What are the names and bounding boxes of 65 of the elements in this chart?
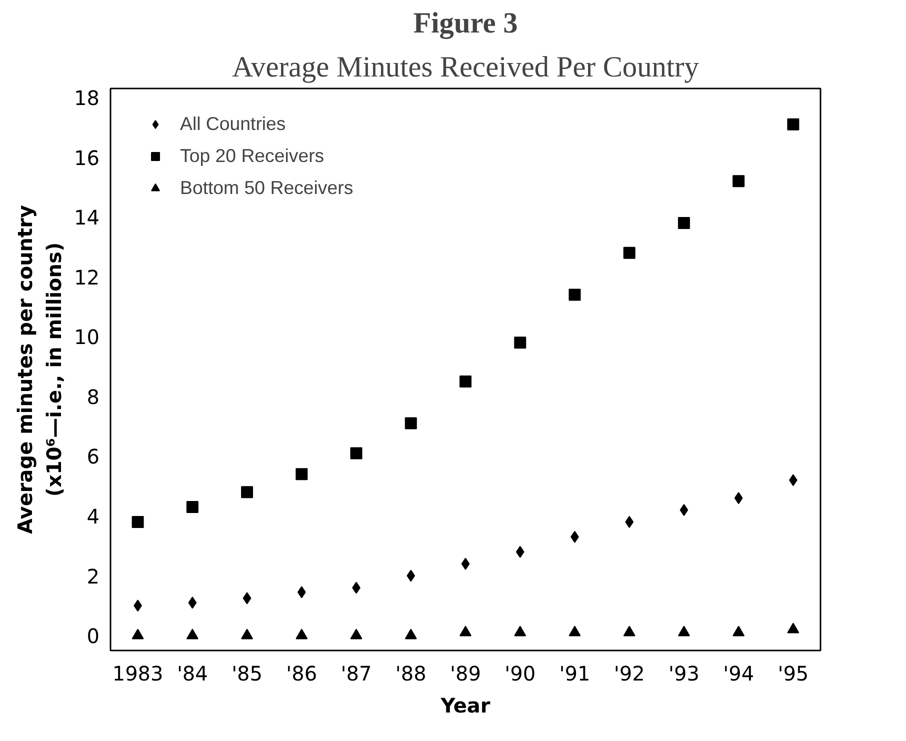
y-tick-label: 10 <box>74 325 100 350</box>
point <box>732 626 745 636</box>
point <box>404 417 417 430</box>
y-tick-label: 2 <box>86 564 100 588</box>
legend-label: Bottom 50 Receivers <box>180 177 354 199</box>
point <box>568 626 581 636</box>
y-tick-label: 4 <box>86 504 100 528</box>
point <box>296 628 308 640</box>
y-tick-label: 0 <box>86 624 100 648</box>
point <box>625 516 634 528</box>
point <box>406 570 416 582</box>
point <box>516 546 524 558</box>
point <box>242 592 252 604</box>
y-axis-title: Average minutes per country (x10⁶—i.e., in millions) <box>13 205 66 534</box>
y-tick-label: 16 <box>74 146 100 170</box>
point <box>132 628 144 640</box>
point <box>787 622 800 634</box>
point <box>568 288 581 301</box>
point <box>680 504 688 516</box>
point <box>460 375 472 388</box>
x-tick-label: '87 <box>340 662 372 686</box>
x-tick-label: '84 <box>176 662 208 686</box>
y-tick-label: 18 <box>74 86 100 110</box>
point <box>241 628 254 640</box>
x-tick-label: '93 <box>668 662 700 686</box>
point <box>514 626 526 636</box>
x-tick-label: '90 <box>504 662 536 686</box>
point <box>296 468 308 480</box>
point <box>186 628 198 640</box>
point <box>732 175 745 188</box>
x-tick-label: '86 <box>286 662 318 686</box>
x-tick-label: '94 <box>723 662 754 686</box>
point <box>678 626 690 636</box>
x-tick-label: '92 <box>614 662 645 686</box>
x-tick-label: '91 <box>559 662 590 686</box>
y-tick-label: 8 <box>86 384 100 409</box>
point <box>404 628 417 640</box>
point <box>241 486 254 498</box>
point <box>350 447 362 460</box>
chart-title: Figure 3 <box>413 8 518 40</box>
point <box>623 626 636 636</box>
point <box>460 626 472 636</box>
y-tick-label: 6 <box>86 444 100 469</box>
y-tick-label: 12 <box>74 265 100 290</box>
point <box>186 501 198 514</box>
point <box>188 596 197 609</box>
x-tick-label: '88 <box>395 662 426 686</box>
point <box>678 217 690 230</box>
point <box>297 586 306 598</box>
point <box>514 336 526 349</box>
point <box>787 118 800 130</box>
x-tick-label: '95 <box>778 662 809 686</box>
x-tick-label: '89 <box>450 662 481 686</box>
point <box>132 516 144 528</box>
chart-subtitle: Average Minutes Received Per Country <box>232 52 700 84</box>
legend-label: All Countries <box>180 113 286 135</box>
x-tick-label: '85 <box>232 662 263 686</box>
y-tick-label: 14 <box>74 206 100 230</box>
x-axis-title: Year <box>440 694 490 718</box>
point <box>734 492 743 504</box>
legend-label: Top 20 Receivers <box>180 145 324 167</box>
point <box>350 628 362 640</box>
point <box>461 558 470 570</box>
x-tick-label: 1983 <box>112 662 164 686</box>
point <box>623 246 636 259</box>
